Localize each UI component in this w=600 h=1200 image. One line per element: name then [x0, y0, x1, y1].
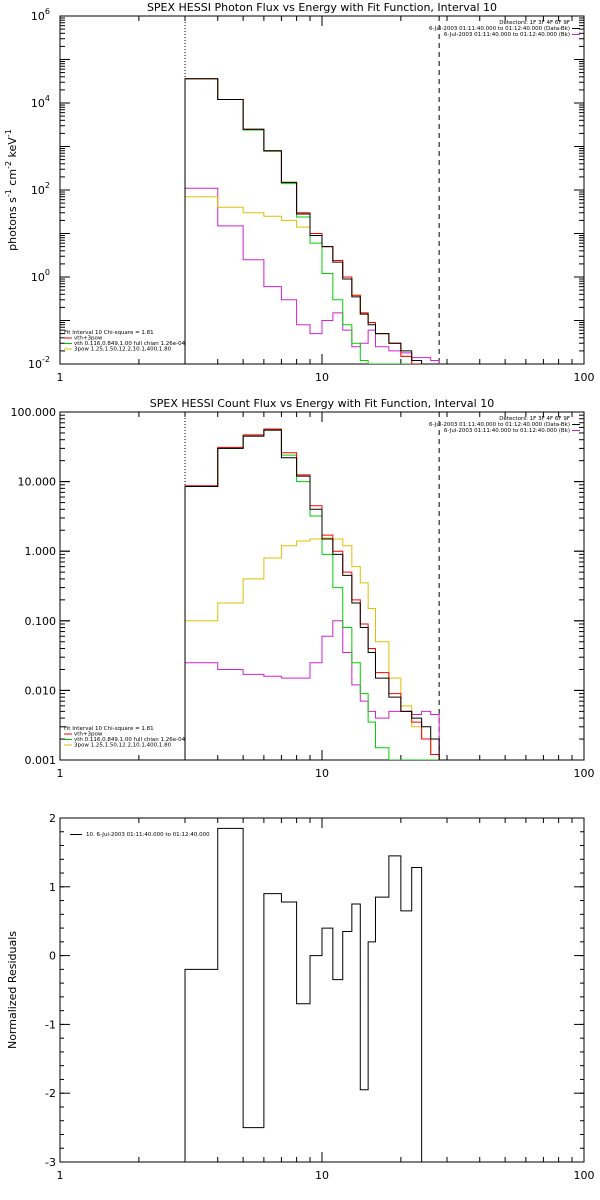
x-tick-label: 1	[57, 371, 64, 384]
series-vth-line	[184, 78, 440, 364]
y-tick-label: 0.010	[25, 684, 57, 697]
y-tick-base: 10	[31, 271, 45, 284]
legend-entry: 3pow 1.25,1.50,12.2,10.1,400,1.80	[74, 347, 172, 353]
y-tick-label: 1	[49, 881, 56, 894]
y-tick-label: 10-2	[28, 355, 50, 371]
y-tick-label: -3	[45, 1156, 56, 1169]
photon-flux-panel: SPEX HESSI Photon Flux vs Energy with Fi…	[4, 1, 595, 384]
y-tick-base: 10	[28, 358, 42, 371]
y-tick-label: 2	[49, 812, 56, 825]
x-tick-label: 100	[574, 371, 595, 384]
header-line: 6-Jul-2003 01:11:40.000 to 01:12:40.000 …	[444, 428, 570, 434]
y-tick-label: 104	[31, 94, 50, 110]
y-tick-exponent: 0	[45, 268, 50, 277]
chart-title: SPEX HESSI Count Flux vs Energy with Fit…	[150, 397, 494, 410]
y-axis-label-part: Normalized Residuals	[6, 931, 19, 1049]
y-tick-label: 100	[31, 268, 50, 284]
legend-entry: Fit Interval 10 Chi-square = 1.81	[64, 330, 154, 336]
series-data-bk-line	[184, 78, 440, 364]
y-tick-label: 102	[31, 181, 50, 197]
series-data-bk-line	[184, 429, 440, 760]
residuals-panel: 1 10 100 -3 -2 -1 0 1 2 Normalized Residuals 10. 6…	[6, 812, 595, 1182]
y-axis-label-part: keV	[6, 137, 19, 161]
series-10-line	[184, 827, 440, 1162]
x-tick-label: 100	[574, 1169, 595, 1182]
y-tick-label: 0.001	[25, 754, 57, 767]
chart-title: SPEX HESSI Photon Flux vs Energy with Fi…	[147, 1, 497, 14]
y-tick-label: 0	[49, 950, 56, 963]
y-tick-label: -2	[45, 1087, 56, 1100]
y-tick-label: 0.100	[25, 615, 57, 628]
x-tick-label: 1	[57, 767, 64, 780]
y-axis-label-part: photons s	[6, 197, 19, 251]
legend-entry: vth+3pow	[74, 336, 103, 342]
y-axis-label: Normalized Residuals	[6, 931, 19, 1049]
legend-entry: vth+3pow	[74, 732, 103, 738]
legend-entry: vth 0.116,0.849,1.00 full chian 1.26e-04	[74, 737, 186, 743]
y-tick-base: 10	[31, 97, 45, 110]
header-line: Detectors: 1F 3F 4F 6F 9F	[499, 416, 570, 422]
header-line: 6-Jul-2003 01:11:40.000 to 01:12:40.000 …	[429, 422, 570, 428]
y-axis-label-part: cm	[6, 169, 19, 189]
y-tick-label: 106	[31, 7, 50, 23]
x-tick-label: 10	[315, 1169, 329, 1182]
y-tick-exponent: 6	[45, 7, 50, 16]
y-axis-label: photons s-1 cm-2 keV-1	[4, 129, 19, 251]
header-line: 6-Jul-2003 01:11:40.000 to 01:12:40.000 …	[429, 26, 570, 32]
x-tick-label: 100	[574, 767, 595, 780]
y-tick-exponent: 2	[45, 181, 50, 190]
x-tick-label: 1	[57, 1169, 64, 1182]
y-tick-exponent: 4	[45, 94, 50, 103]
y-axis-label-sup: -1	[4, 129, 13, 137]
y-tick-label: 100.000	[11, 406, 57, 419]
y-tick-base: 10	[31, 184, 45, 197]
y-tick-label: 1.000	[25, 545, 57, 558]
count-flux-panel: SPEX HESSI Count Flux vs Energy with Fit…	[11, 397, 595, 780]
legend-entry: Fit Interval 10 Chi-square = 1.81	[64, 726, 154, 732]
header-line: Detectors: 1F 3F 4F 6F 9F	[499, 20, 570, 26]
series-bk-line	[184, 187, 440, 364]
x-tick-label: 10	[315, 767, 329, 780]
x-tick-label: 10	[315, 371, 329, 384]
legend-entry: vth 0.116,0.849,1.00 full chian 1.26e-04	[74, 341, 186, 347]
y-tick-base: 10	[31, 10, 45, 23]
y-tick-label: -1	[45, 1018, 56, 1031]
header-line: 6-Jul-2003 01:11:40.000 to 01:12:40.000 …	[444, 32, 570, 38]
y-tick-exponent: -2	[42, 355, 50, 364]
y-axis-label-sup: -2	[4, 161, 13, 169]
y-axis-label-sup: -1	[4, 189, 13, 197]
legend-entry: 10. 6-Jul-2003 01:11:40.000 to 01:12:40.…	[86, 832, 210, 838]
y-tick-label: 10.000	[18, 476, 57, 489]
legend-entry: 3pow 1.25,1.50,12.2,10.1,400,1.80	[74, 743, 172, 749]
